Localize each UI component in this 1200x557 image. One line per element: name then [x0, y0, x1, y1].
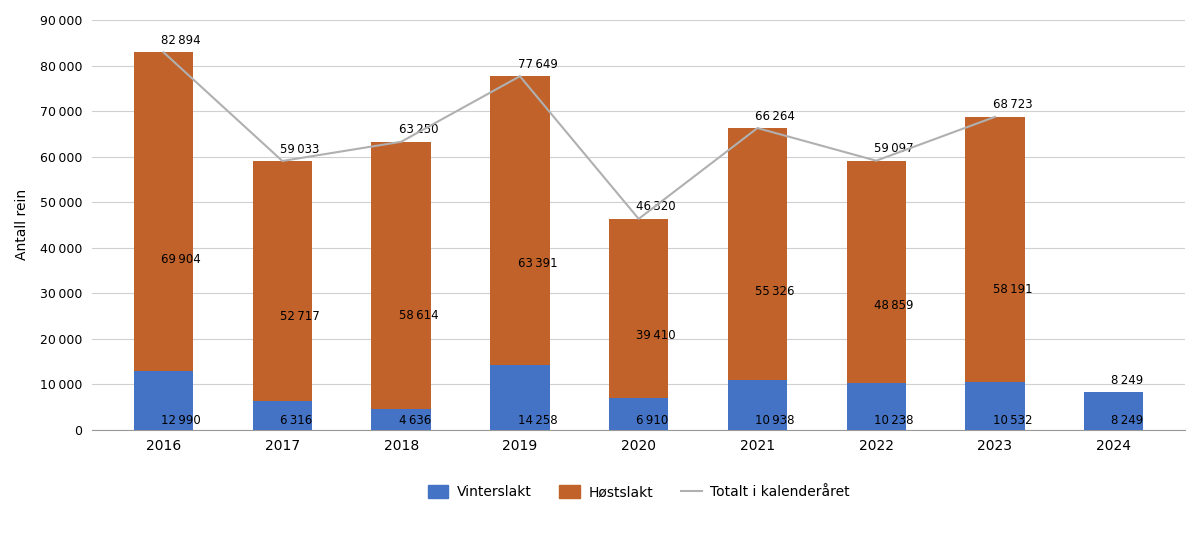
- Text: 4 636: 4 636: [398, 414, 431, 427]
- Text: 69 904: 69 904: [161, 253, 200, 266]
- Bar: [134, 370, 193, 430]
- Text: 48 859: 48 859: [874, 299, 913, 312]
- Text: 8 249: 8 249: [1111, 374, 1144, 387]
- Text: 59 033: 59 033: [280, 143, 319, 155]
- Text: 6 316: 6 316: [280, 414, 312, 427]
- Bar: [372, 409, 431, 430]
- Y-axis label: Antall rein: Antall rein: [14, 189, 29, 261]
- Text: 39 410: 39 410: [636, 329, 676, 342]
- Text: 77 649: 77 649: [517, 58, 557, 71]
- Bar: [846, 160, 906, 383]
- Bar: [608, 398, 668, 430]
- Bar: [491, 76, 550, 365]
- Bar: [372, 142, 431, 409]
- Text: 52 717: 52 717: [280, 310, 319, 324]
- Text: 66 264: 66 264: [755, 110, 794, 123]
- Bar: [846, 383, 906, 430]
- Bar: [965, 382, 1025, 430]
- Bar: [727, 380, 787, 430]
- Text: 10 238: 10 238: [874, 414, 913, 427]
- Text: 6 910: 6 910: [636, 414, 668, 427]
- Text: 12 990: 12 990: [161, 414, 200, 427]
- Text: 10 532: 10 532: [992, 414, 1032, 427]
- Bar: [1084, 392, 1144, 430]
- Bar: [134, 52, 193, 370]
- Bar: [491, 365, 550, 430]
- Text: 63 250: 63 250: [398, 123, 438, 136]
- Text: 8 249: 8 249: [1111, 414, 1144, 427]
- Text: 68 723: 68 723: [992, 99, 1032, 111]
- Bar: [608, 219, 668, 398]
- Bar: [253, 161, 312, 401]
- Bar: [253, 401, 312, 430]
- Text: 58 614: 58 614: [398, 309, 438, 322]
- Text: 14 258: 14 258: [517, 414, 557, 427]
- Bar: [727, 128, 787, 380]
- Text: 59 097: 59 097: [874, 142, 913, 155]
- Text: 46 320: 46 320: [636, 201, 676, 213]
- Legend: Vinterslakt, Høstslakt, Totalt i kalenderåret: Vinterslakt, Høstslakt, Totalt i kalende…: [422, 480, 856, 505]
- Bar: [965, 117, 1025, 382]
- Text: 10 938: 10 938: [755, 414, 794, 427]
- Text: 63 391: 63 391: [517, 257, 557, 270]
- Text: 82 894: 82 894: [161, 34, 200, 47]
- Text: 58 191: 58 191: [992, 282, 1032, 296]
- Text: 55 326: 55 326: [755, 285, 794, 299]
